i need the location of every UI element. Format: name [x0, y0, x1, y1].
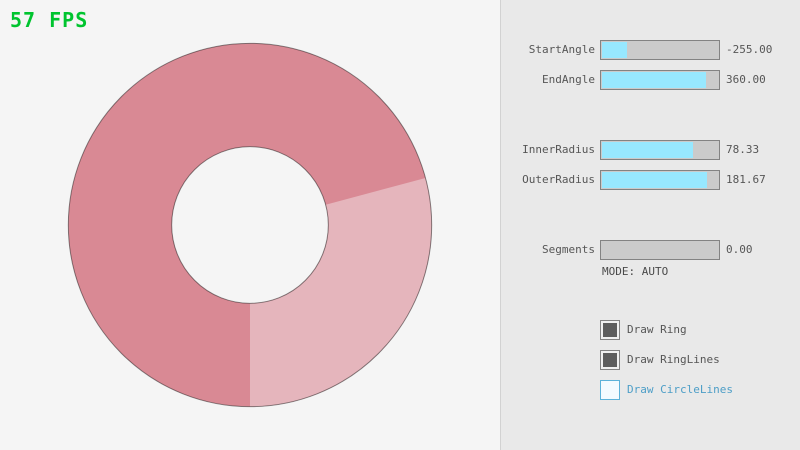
checkmark-square-icon — [603, 353, 617, 367]
draw-ring-checkbox[interactable] — [600, 320, 620, 340]
outerradius-label: OuterRadius — [522, 173, 595, 186]
innerradius-label: InnerRadius — [522, 143, 595, 156]
draw-ring-label: Draw Ring — [627, 323, 687, 336]
endangle-value: 360.00 — [726, 73, 766, 86]
innerradius-row: InnerRadius 78.33 — [470, 140, 800, 160]
endangle-slider-fill — [602, 72, 706, 88]
endangle-label: EndAngle — [542, 73, 595, 86]
draw-ringlines-row: Draw RingLines — [600, 350, 780, 370]
fps-counter: 57 FPS — [10, 8, 89, 32]
innerradius-value: 78.33 — [726, 143, 760, 156]
outerradius-row: OuterRadius 181.67 — [470, 170, 800, 190]
segments-label: Segments — [542, 243, 595, 256]
segments-value: 0.00 — [726, 243, 753, 256]
draw-circlelines-label: Draw CircleLines — [627, 383, 733, 396]
draw-ring-row: Draw Ring — [600, 320, 780, 340]
startangle-slider[interactable] — [600, 40, 720, 60]
startangle-label: StartAngle — [528, 43, 595, 56]
ring-inner-line — [171, 146, 329, 304]
startangle-row: StartAngle -255.00 — [470, 40, 800, 60]
draw-ringlines-checkbox[interactable] — [600, 350, 620, 370]
draw-circlelines-checkbox[interactable] — [600, 380, 620, 400]
segments-row: Segments 0.00 — [470, 240, 800, 260]
ring-single-sector — [250, 177, 432, 407]
draw-ringlines-label: Draw RingLines — [627, 353, 720, 366]
endangle-slider[interactable] — [600, 70, 720, 90]
draw-circlelines-row: Draw CircleLines — [600, 380, 780, 400]
endangle-row: EndAngle 360.00 — [470, 70, 800, 90]
segments-slider[interactable] — [600, 240, 720, 260]
mode-label: MODE: AUTO — [602, 265, 669, 278]
startangle-slider-fill — [602, 42, 627, 58]
outerradius-slider[interactable] — [600, 170, 720, 190]
ring-outer-line — [67, 42, 433, 408]
outerradius-value: 181.67 — [726, 173, 766, 186]
outerradius-slider-fill — [602, 172, 707, 188]
startangle-value: -255.00 — [726, 43, 773, 56]
ring-canvas — [67, 42, 433, 408]
innerradius-slider[interactable] — [600, 140, 720, 160]
innerradius-slider-fill — [602, 142, 693, 158]
checkmark-square-icon — [603, 323, 617, 337]
